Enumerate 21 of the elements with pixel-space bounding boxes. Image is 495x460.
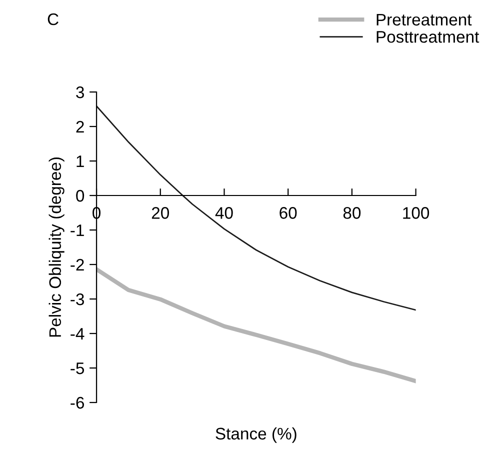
y-tick-label: 2: [76, 120, 84, 133]
y-tick-label: -5: [70, 362, 84, 374]
legend-label: Pretreatment: [376, 14, 472, 26]
chart-title: C: [48, 13, 58, 26]
y-tick-label: -6: [70, 396, 84, 409]
x-tick-label: 40: [215, 207, 233, 219]
y-tick-label: -2: [70, 258, 84, 271]
x-tick-label: 20: [152, 207, 169, 219]
legend-label: Posttreatment: [376, 31, 480, 43]
y-tick-label: -4: [70, 328, 84, 340]
x-tick-label: 100: [403, 207, 430, 219]
x-axis-title: Stance (%): [216, 427, 296, 443]
y-tick-label: 1: [76, 156, 84, 168]
y-tick-label: -3: [70, 293, 84, 306]
y-tick-label: 3: [76, 86, 84, 98]
line-series: [96, 267, 416, 384]
x-tick-label: 80: [343, 207, 361, 219]
x-tick-label: 60: [280, 207, 297, 219]
y-tick-label: -1: [70, 224, 84, 236]
y-tick-label: 0: [76, 190, 84, 202]
y-axis-title: Pelvic Obliquity (degree): [48, 158, 64, 337]
